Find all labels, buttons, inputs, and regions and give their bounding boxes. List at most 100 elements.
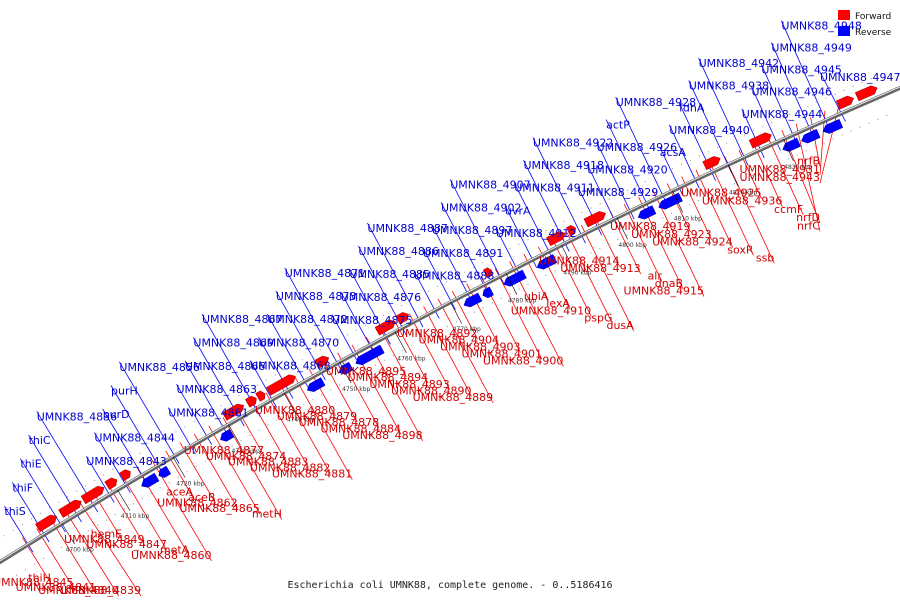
track-dot <box>301 359 303 361</box>
forward-leader-line <box>108 484 145 546</box>
forward-gene-label: UMNK88_4901 <box>462 347 542 360</box>
track-dot <box>30 518 33 520</box>
kbp-tick-label: 4720 kbp <box>176 480 204 487</box>
reverse-gene-label: fdhA <box>679 102 705 115</box>
forward-gene-label: UMNK88_4925 <box>681 187 761 200</box>
track-dot <box>698 200 700 202</box>
forward-gene-label: UMNK88_4936 <box>702 195 782 208</box>
reverse-leader-line <box>771 42 814 136</box>
forward-gene-label: metA <box>160 543 190 556</box>
track-dot <box>94 479 96 481</box>
track-dot <box>518 243 520 245</box>
reverse-gene-10 <box>637 205 657 220</box>
reverse-leader-line <box>94 432 131 493</box>
track-dot <box>787 158 789 160</box>
kbp-tick <box>228 424 241 446</box>
kbp-tick-label: 4810 kbp <box>674 215 702 222</box>
forward-leader-line <box>537 246 571 310</box>
reverse-gene-label: UMNK88_4891 <box>423 247 503 260</box>
track-dot <box>653 221 655 223</box>
forward-gene-label: UMNK88_4874 <box>206 450 286 463</box>
track-dot <box>78 535 80 538</box>
track-dot <box>330 389 332 391</box>
track-dot <box>581 211 583 214</box>
track-dot <box>141 497 143 499</box>
track-dot <box>12 529 14 531</box>
track-dot <box>771 122 773 124</box>
track-dot <box>608 198 610 200</box>
forward-gene-label: UMNK88_4895 <box>326 365 406 378</box>
forward-gene-label: UMNK88_4841 <box>16 581 96 594</box>
forward-gene-8 <box>265 374 296 396</box>
track-dot <box>455 321 457 323</box>
reverse-gene-label: actP <box>606 119 630 132</box>
legend: Forward Reverse <box>838 10 892 38</box>
reverse-leader-line <box>184 360 229 436</box>
forward-gene-label: dusA <box>606 319 634 332</box>
reverse-gene-label: purH <box>111 385 138 398</box>
track-dot <box>67 496 69 498</box>
reverse-gene-12 <box>782 137 801 152</box>
track-dot <box>545 274 547 276</box>
track-dot <box>355 329 357 331</box>
track-dot <box>401 305 403 307</box>
track-dot <box>229 400 231 402</box>
track-dot <box>213 455 215 457</box>
track-dot <box>473 266 475 269</box>
reverse-gene-label: UMNK88_4885 <box>350 268 430 281</box>
track-dot <box>166 436 168 438</box>
kbp-tick-label: 4760 kbp <box>397 356 425 363</box>
forward-gene-label: UMNK88_4890 <box>391 384 471 397</box>
track-dot <box>482 307 484 309</box>
track-dot <box>742 179 745 181</box>
track-dot <box>21 523 24 526</box>
forward-leader-line <box>767 136 804 215</box>
track-dot <box>130 458 132 460</box>
reverse-gene-label: UMNK88_4869 <box>193 337 273 350</box>
track-dot <box>823 142 825 144</box>
track-dot <box>366 369 368 371</box>
track-dot <box>760 170 762 172</box>
reverse-leader-line <box>258 337 294 399</box>
kbp-tick-label: 4740 kbp <box>287 417 315 424</box>
reverse-gene-label: UMNK88_4836 <box>37 410 117 423</box>
track-dot <box>373 319 376 321</box>
reverse-leader-line <box>513 182 554 260</box>
track-dot <box>807 105 809 107</box>
forward-gene-label: UMNK88_4898 <box>342 429 422 442</box>
reverse-gene-label: UMNK88_4868 <box>250 360 330 373</box>
reverse-gene-label: thiS <box>4 505 25 518</box>
reverse-gene-label: UMNK88_4870 <box>259 336 339 349</box>
track-dot <box>211 410 213 412</box>
track-dot <box>662 172 665 174</box>
gene-labels: thiHUMNK88_4845UMNK88_4841UMNK88_4840UMN… <box>0 20 900 597</box>
reverse-leader-line <box>586 164 619 228</box>
reverse-gene-7 <box>482 286 494 299</box>
track-dot <box>238 394 240 397</box>
forward-gene-label: UMNK88_4845 <box>0 576 74 589</box>
forward-gene-label: UMNK88_4860 <box>131 549 211 562</box>
track-dot <box>204 460 206 462</box>
track-dot <box>698 155 701 157</box>
forward-gene-label: UMNK88_4943 <box>740 171 820 184</box>
track-dot <box>877 118 879 120</box>
forward-leader-line <box>122 476 168 551</box>
forward-gene-label: UMNK88_4893 <box>369 378 449 391</box>
reverse-gene-5 <box>355 344 385 366</box>
reverse-leader-line <box>449 179 505 285</box>
forward-gene-14 <box>565 225 576 237</box>
track-dot <box>410 300 412 302</box>
track-dot <box>590 207 592 209</box>
track-dot <box>76 490 78 492</box>
track-dot <box>103 474 105 476</box>
kbp-tick <box>616 217 628 240</box>
reverse-leader-line <box>176 383 213 445</box>
reverse-gene-8 <box>503 269 527 287</box>
reverse-leader-line <box>110 385 164 474</box>
kbp-tick <box>172 456 186 478</box>
kbp-tick <box>117 489 131 511</box>
kbp-tick-label: 4790 kbp <box>563 269 591 276</box>
kbp-tick-label: 4820 kbp <box>729 189 757 196</box>
forward-gene-2 <box>80 485 105 505</box>
track-dot <box>825 97 827 99</box>
